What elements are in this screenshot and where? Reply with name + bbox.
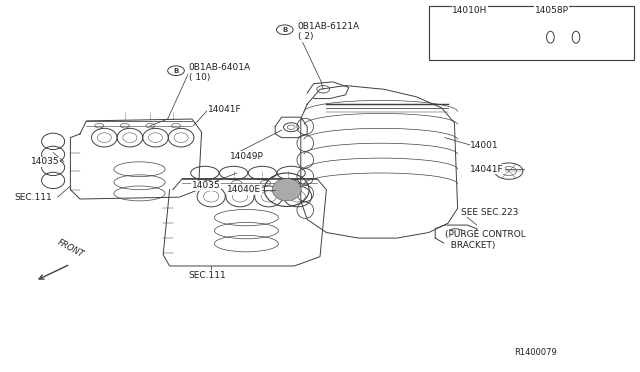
Text: 14049P: 14049P	[230, 152, 264, 161]
Text: B: B	[282, 27, 287, 33]
Text: (PURGE CONTROL
  BRACKET): (PURGE CONTROL BRACKET)	[445, 230, 525, 250]
Text: 14001: 14001	[470, 141, 499, 150]
Text: 14040E: 14040E	[227, 185, 261, 194]
Ellipse shape	[547, 31, 554, 43]
Text: SEC.111: SEC.111	[189, 271, 227, 280]
Text: FRONT: FRONT	[56, 238, 85, 260]
Text: R1400079: R1400079	[514, 348, 557, 357]
Text: SEC.111: SEC.111	[14, 193, 52, 202]
Text: 14041F: 14041F	[470, 165, 504, 174]
Text: 14035: 14035	[192, 182, 221, 190]
Bar	[429, 6, 634, 60]
Text: 0B1AB-6401A
( 10): 0B1AB-6401A ( 10)	[189, 63, 251, 82]
Text: B: B	[173, 68, 179, 74]
Text: 0B1AB-6121A
( 2): 0B1AB-6121A ( 2)	[298, 22, 360, 41]
Text: 14010H: 14010H	[452, 6, 488, 15]
Ellipse shape	[273, 179, 301, 201]
Ellipse shape	[572, 31, 580, 43]
Text: 14058P: 14058P	[534, 6, 569, 15]
Text: 14035: 14035	[31, 157, 60, 166]
Text: SEE SEC.223: SEE SEC.223	[461, 208, 518, 217]
Text: 14041F: 14041F	[208, 105, 242, 114]
